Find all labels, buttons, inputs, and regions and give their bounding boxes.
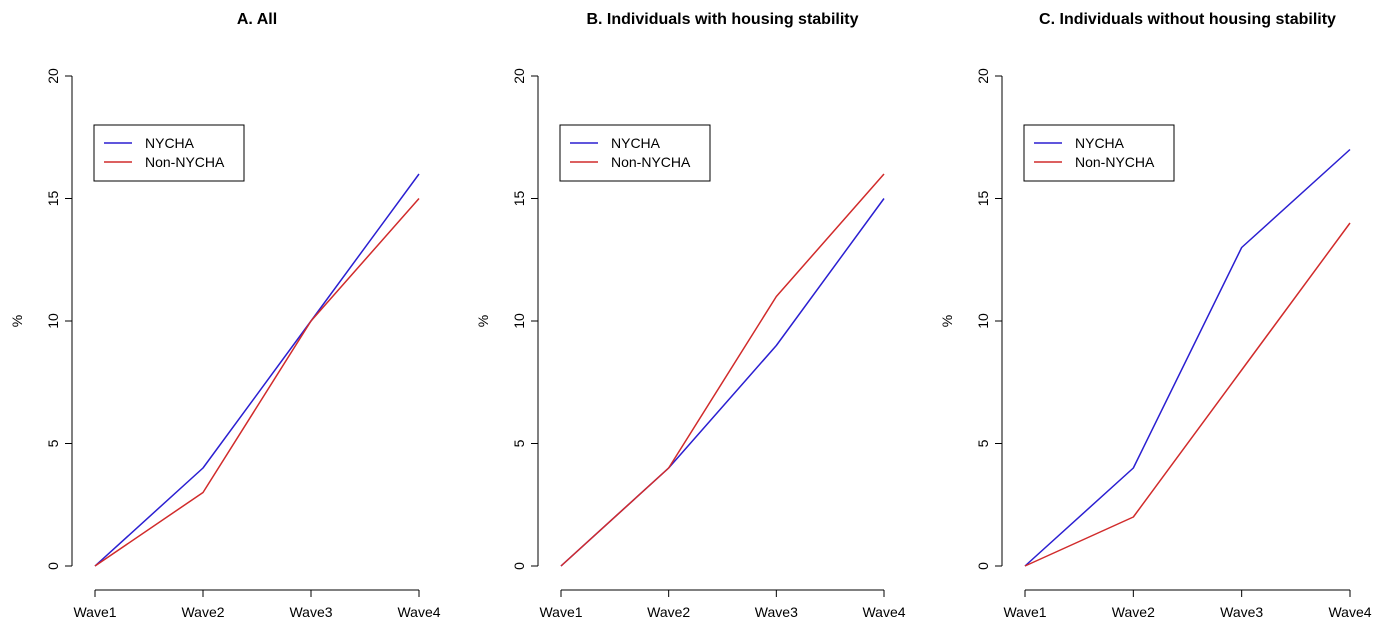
x-tick-label: Wave1 [1003,604,1046,620]
y-tick-label: 10 [45,313,61,329]
chart-title: B. Individuals with housing stability [586,11,858,28]
chart-panel-c: C. Individuals without housing stability… [939,11,1372,620]
series-line-nycha [94,173,420,567]
y-tick-label: 0 [45,562,61,570]
y-tick-label: 15 [45,191,61,207]
x-tick-label: Wave4 [862,604,905,620]
chart-title: C. Individuals without housing stability [1039,11,1336,28]
y-axis-label: % [9,315,25,327]
series-line-non-nycha [1024,222,1351,567]
x-tick-label: Wave3 [289,604,332,620]
legend-label: Non-NYCHA [1075,154,1155,170]
y-tick-label: 0 [975,562,991,570]
chart-panel-a: A. All 0 5 10 15 20% Wave1 Wave2 Wave3 Wave4 NYCHA… [9,11,441,620]
legend-label: NYCHA [611,135,661,151]
chart-panel-b: B. Individuals with housing stability 0 5 1… [475,11,906,620]
y-tick-label: 15 [511,191,527,207]
y-tick-label: 5 [975,439,991,447]
legend-label: Non-NYCHA [145,154,225,170]
y-tick-label: 10 [511,313,527,329]
x-tick-label: Wave2 [1112,604,1155,620]
legend-box [559,124,711,182]
y-tick-label: 10 [975,313,991,329]
legend-label: Non-NYCHA [611,154,691,170]
legend-label: NYCHA [1075,135,1125,151]
x-tick-label: Wave3 [755,604,798,620]
x-tick-label: Wave2 [181,604,224,620]
y-axis-label: % [939,315,955,327]
y-tick-label: 20 [45,68,61,84]
legend: NYCHA Non-NYCHA [1023,124,1175,182]
legend-box [93,124,245,182]
y-tick-label: 0 [511,562,527,570]
chart-title: A. All [237,11,277,28]
legend: NYCHA Non-NYCHA [559,124,711,182]
legend-label: NYCHA [145,135,195,151]
series-line-non-nycha [94,198,420,567]
y-tick-label: 20 [975,68,991,84]
series-line-non-nycha [560,173,885,567]
x-tick-label: Wave1 [539,604,582,620]
series-line-nycha [1024,148,1351,567]
legend-box [1023,124,1175,182]
x-tick-label: Wave1 [73,604,116,620]
y-tick-label: 20 [511,68,527,84]
y-axis-label: % [475,315,491,327]
x-tick-label: Wave4 [1328,604,1371,620]
x-tick-label: Wave4 [397,604,440,620]
x-tick-label: Wave2 [647,604,690,620]
legend: NYCHA Non-NYCHA [93,124,245,182]
y-tick-label: 5 [511,439,527,447]
y-tick-label: 15 [975,191,991,207]
x-tick-label: Wave3 [1220,604,1263,620]
y-tick-label: 5 [45,439,61,447]
